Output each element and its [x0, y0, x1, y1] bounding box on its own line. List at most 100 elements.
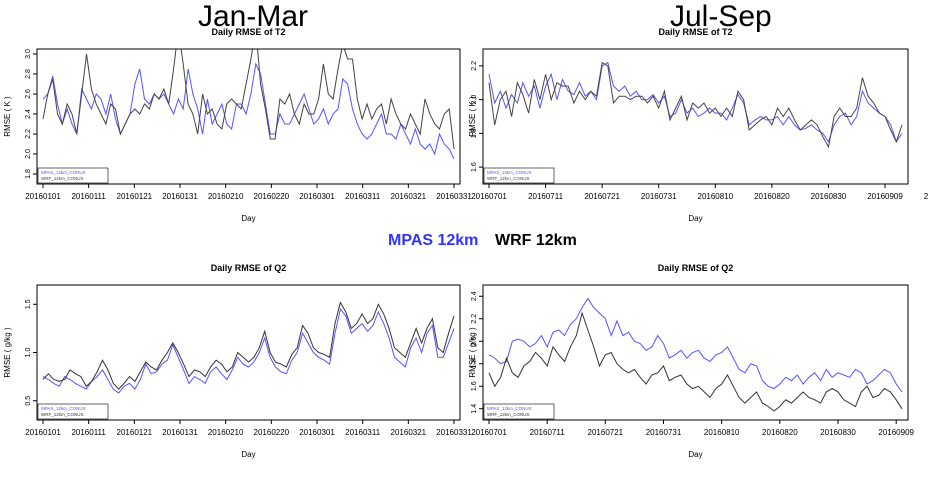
legend-entry: WRF_12km_CONUS [487, 176, 530, 181]
x-tick-label: 20160820 [754, 192, 790, 201]
model-legend: MPAS 12km WRF 12km [0, 232, 928, 254]
series-line [42, 301, 455, 390]
x-tick-label: 20160721 [588, 428, 624, 437]
x-tick-label: 20160909 [878, 428, 914, 437]
x-tick-label: 20160909 [867, 192, 903, 201]
y-axis-label: RMSE ( K ) [3, 96, 12, 137]
y-tick-label: 1.8 [25, 169, 32, 179]
legend-entry: MPAS_12km_CONUS [487, 170, 532, 175]
y-tick-label: 1.6 [471, 381, 478, 391]
legend-entry: WRF_12km_CONUS [41, 176, 84, 181]
x-tick-label: 20160810 [698, 192, 734, 201]
y-axis-label: RMSE ( g/kg ) [468, 327, 477, 378]
x-tick-label: 20160301 [299, 428, 335, 437]
mpas-legend-label: MPAS 12km [388, 232, 479, 249]
x-tick-label: 20160701 [471, 428, 507, 437]
x-axis-label: Day [241, 214, 255, 223]
wrf-legend-label: WRF 12km [495, 232, 577, 249]
x-axis-label: Day [688, 450, 702, 459]
y-axis-label: RMSE ( K ) [468, 96, 477, 137]
chart-title: Daily RMSE of T2 [211, 27, 285, 37]
x-tick-label: 20160210 [208, 428, 244, 437]
y-tick-label: 2.0 [471, 336, 478, 346]
y-tick-label: 1.4 [471, 404, 478, 414]
x-tick-label: 20160711 [530, 428, 566, 437]
series-line [488, 61, 903, 149]
x-tick-label: 20160321 [391, 192, 427, 201]
x-tick-label: 20160131 [162, 428, 198, 437]
y-tick-label: 2.2 [471, 314, 478, 324]
series-line [42, 49, 455, 150]
x-axis-label: Day [688, 214, 702, 223]
y-tick-label: 1.0 [25, 348, 32, 358]
y-tick-label: 2.6 [25, 89, 32, 99]
x-tick-label: 20160101 [25, 428, 61, 437]
y-tick-label: 2.0 [471, 95, 478, 105]
y-axis-label: RMSE ( g/kg ) [3, 327, 12, 378]
legend-entry: WRF_12km_CONUS [41, 412, 84, 417]
chart-t2-jul-sep: Daily RMSE of T2 1.6 1.8 2.0 2.2 20160701 2016… [468, 27, 928, 223]
series-line [488, 311, 903, 412]
plot-lines [42, 49, 455, 160]
x-tick-label: 20160701 [471, 192, 507, 201]
x-tick-label: 20160830 [820, 428, 856, 437]
x-tick-label: 20160121 [117, 192, 153, 201]
chart-q2-jul-sep: Daily RMSE of Q2 1.4 1.6 1.8 2.0 2.2 2.4 201607… [468, 263, 915, 459]
x-tick-label: 20160111 [71, 192, 106, 201]
y-tick-label: 1.8 [471, 128, 478, 138]
legend-entry: MPAS_12km_CONUS [41, 406, 86, 411]
legend-box [483, 167, 555, 184]
legend-entry: MPAS_12km_CONUS [487, 406, 532, 411]
y-tick-label: 2.8 [25, 69, 32, 79]
y-tick-label: 1.6 [471, 162, 478, 172]
x-tick-label: 20160810 [704, 428, 740, 437]
chart-title: Daily RMSE of Q2 [211, 263, 287, 273]
plot-lines [488, 297, 903, 412]
chart-title: Daily RMSE of Q2 [658, 263, 734, 273]
header-right: Jul-Sep [670, 0, 772, 33]
y-tick-label: 2.2 [25, 129, 32, 139]
legend-entry: MPAS_12km_CONUS [41, 170, 86, 175]
y-tick-label: 2.0 [25, 149, 32, 159]
chart-t2-jan-mar: Daily RMSE of T2 1.8 2.0 2.2 2.4 2.6 2.8 3.0 201… [3, 27, 472, 223]
x-tick-label: 20160820 [762, 428, 798, 437]
x-tick-label: 20160220 [254, 192, 290, 201]
x-tick-label: 20160311 [345, 192, 381, 201]
legend-box [37, 167, 109, 184]
plot-frame [36, 48, 461, 185]
y-tick-label: 2.4 [471, 291, 478, 301]
x-tick-label: 20160731 [641, 192, 677, 201]
y-tick-label: 2.2 [471, 61, 478, 71]
x-tick-label: 20160101 [25, 192, 61, 201]
x-tick-label: 20160919 [924, 192, 928, 201]
legend-box [37, 403, 109, 420]
x-tick-label: 20160830 [811, 192, 847, 201]
plot-lines [488, 61, 903, 149]
chart-q2-jan-mar: Daily RMSE of Q2 0.5 1.0 1.5 20160101 2016011… [3, 263, 472, 459]
x-tick-label: 20160121 [117, 428, 153, 437]
y-tick-label: 1.5 [25, 299, 32, 309]
legend-box [483, 403, 555, 420]
y-tick-label: 0.5 [25, 396, 32, 406]
chart-title: Daily RMSE of T2 [658, 27, 732, 37]
x-tick-label: 20160731 [646, 428, 682, 437]
x-tick-label: 20160321 [391, 428, 427, 437]
x-axis-label: Day [241, 450, 255, 459]
series-line [488, 61, 903, 143]
x-tick-label: 20160331 [436, 428, 472, 437]
plot-frame [36, 284, 461, 421]
x-tick-label: 20160711 [528, 192, 564, 201]
x-tick-label: 20160301 [299, 192, 335, 201]
header-left: Jan-Mar [198, 0, 309, 33]
series-line [42, 307, 455, 394]
y-tick-label: 2.4 [25, 109, 32, 119]
x-tick-label: 20160210 [208, 192, 244, 201]
x-tick-label: 20160111 [71, 428, 106, 437]
plot-frame [482, 284, 909, 421]
x-tick-label: 20160311 [345, 428, 381, 437]
plot-frame [482, 48, 909, 185]
y-tick-label: 1.8 [471, 359, 478, 369]
y-tick-label: 3.0 [25, 49, 32, 59]
series-line [488, 297, 903, 393]
x-tick-label: 20160331 [436, 192, 472, 201]
